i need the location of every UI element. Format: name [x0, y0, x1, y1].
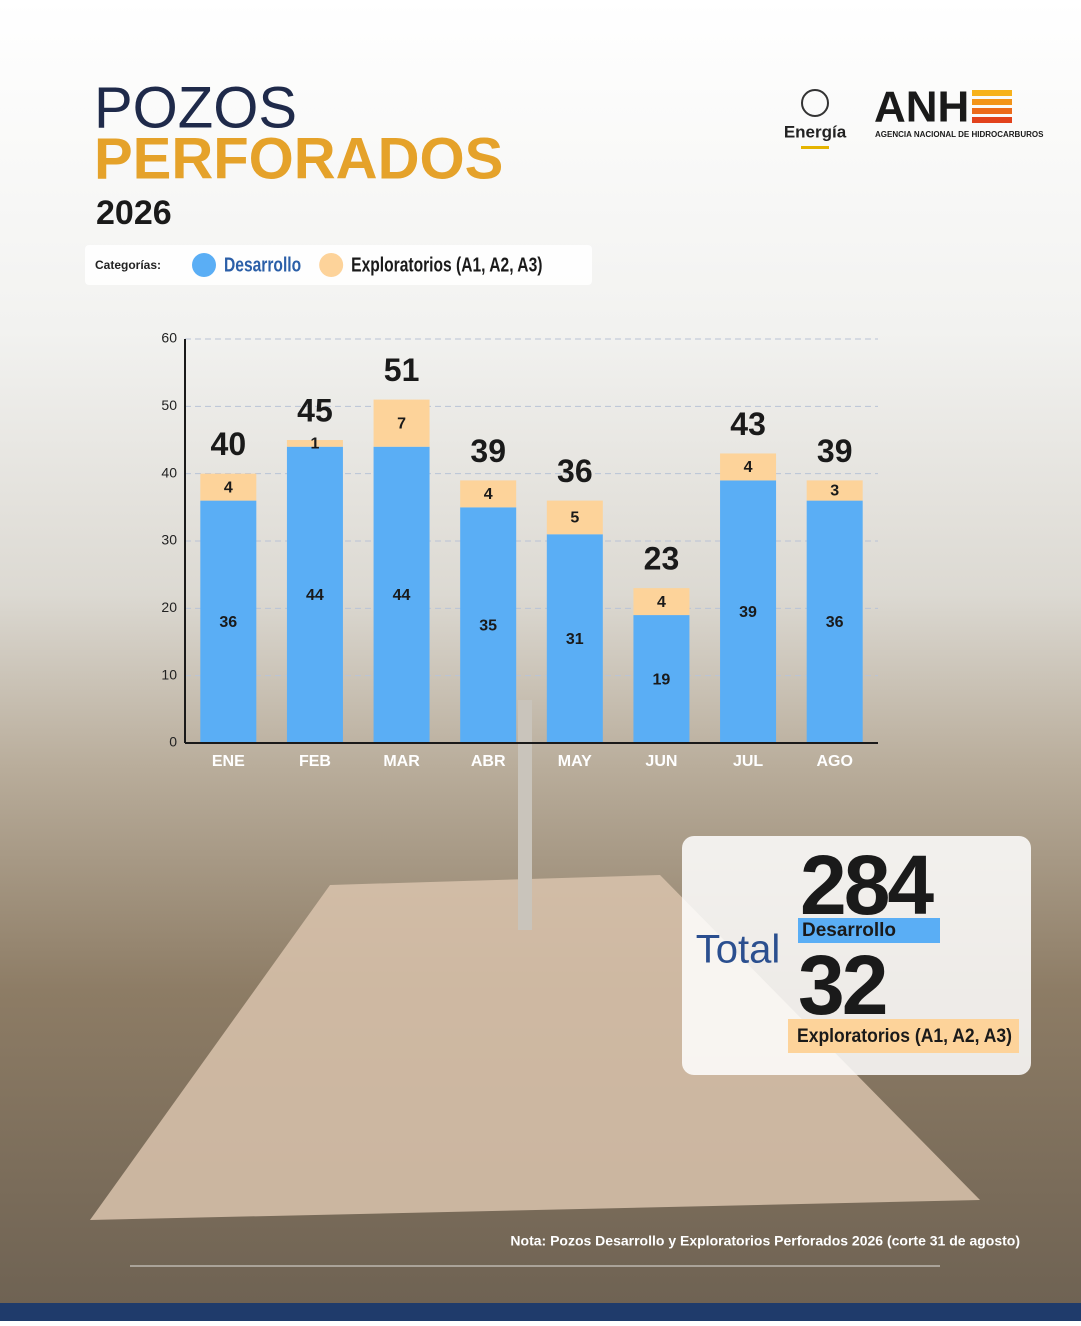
total-label: 23 [644, 541, 680, 577]
segment-label: 4 [224, 479, 233, 496]
y-tick-label: 40 [161, 464, 177, 480]
segment-label: 4 [484, 486, 493, 503]
total-exploratorios: 32 [798, 938, 886, 1032]
x-tick-label: MAR [383, 753, 420, 770]
y-tick-label: 50 [161, 397, 177, 413]
agency-full-name: AGENCIA NACIONAL DE HIDROCARBUROS [875, 130, 1044, 139]
segment-label: 39 [739, 604, 757, 621]
legend-swatch [192, 253, 216, 277]
bar-segment [373, 446, 430, 743]
x-tick-label: JUN [645, 753, 677, 770]
note: Nota: Pozos Desarrollo y Exploratorios P… [510, 1233, 1020, 1249]
x-tick-label: MAY [558, 753, 592, 770]
total-label: Total [696, 928, 781, 972]
y-tick-label: 10 [161, 666, 177, 682]
x-tick-label: JUL [733, 753, 763, 770]
bar-segment [286, 440, 343, 447]
y-tick-label: 20 [161, 599, 177, 615]
total-exploratorios-label: Exploratorios (A1, A2, A3) [797, 1026, 1012, 1047]
footer-strip [0, 1303, 1081, 1321]
title-line2: PERFORADOS [94, 126, 503, 191]
well-pad [90, 875, 980, 1220]
total-label: 40 [211, 426, 247, 462]
legend-label: Categorías: [95, 258, 161, 272]
x-tick-label: AGO [816, 753, 852, 770]
ministry-logo: Energía [784, 122, 847, 141]
x-tick-label: ENE [212, 753, 245, 770]
total-desarrollo-tag [798, 918, 940, 943]
rig [518, 700, 532, 930]
bar-segment [546, 500, 603, 535]
bar-segment [633, 615, 690, 743]
segment-label: 4 [657, 594, 666, 611]
chart: 010203040506036440ENE44145FEB44751MAR354… [161, 330, 878, 770]
segment-label: 44 [306, 587, 324, 604]
segment-label: 3 [830, 483, 839, 500]
legend-entry: Exploratorios (A1, A2, A3) [351, 254, 542, 276]
bar-segment [373, 399, 430, 447]
total-desarrollo: 284 [800, 838, 934, 932]
segment-label: 1 [310, 436, 319, 453]
flag-strip [801, 146, 829, 149]
title-year: 2026 [96, 194, 172, 232]
segment-label: 35 [479, 617, 497, 634]
total-desarrollo-label: Desarrollo [802, 920, 896, 941]
segment-label: 36 [826, 614, 844, 631]
segment-label: 44 [393, 587, 411, 604]
legend: Desarrollo Exploratorios (A1, A2, A3) [192, 253, 542, 277]
total-label: 39 [470, 433, 506, 469]
bar-segment [200, 473, 257, 501]
segment-label: 7 [397, 415, 406, 432]
legend-swatch [319, 253, 344, 277]
total-label: 51 [384, 352, 420, 388]
bar-segment [460, 480, 517, 508]
title-line1: POZOS [94, 75, 297, 140]
total-box [682, 836, 1031, 1075]
total-label: 45 [297, 392, 333, 428]
y-tick-label: 30 [161, 532, 177, 548]
segment-label: 31 [566, 631, 584, 648]
y-tick-label: 60 [161, 330, 177, 346]
segment-label: 4 [744, 459, 753, 476]
bar-segment [720, 453, 777, 481]
agency-stripes [972, 90, 1012, 123]
bar-segment [460, 507, 517, 743]
total-label: 43 [730, 406, 766, 442]
bar-segment [633, 588, 690, 616]
segment-label: 36 [219, 614, 237, 631]
bar-segment [806, 480, 863, 501]
segment-label: 19 [653, 671, 671, 688]
total-label: 36 [557, 453, 593, 489]
legend-entry: Desarrollo [224, 254, 301, 276]
bar-segment [806, 500, 863, 743]
total-label: 39 [817, 433, 853, 469]
total-exploratorios-tag [788, 1019, 1019, 1053]
x-tick-label: FEB [299, 753, 331, 770]
bar-segment [286, 446, 343, 743]
bar-segment [720, 480, 777, 743]
x-tick-label: ABR [471, 753, 506, 770]
bar-segment [546, 534, 603, 743]
crest [801, 89, 829, 117]
y-tick-label: 0 [169, 734, 177, 750]
segment-label: 5 [570, 510, 579, 527]
bar-segment [200, 500, 257, 743]
agency-logo: ANH [874, 83, 969, 132]
